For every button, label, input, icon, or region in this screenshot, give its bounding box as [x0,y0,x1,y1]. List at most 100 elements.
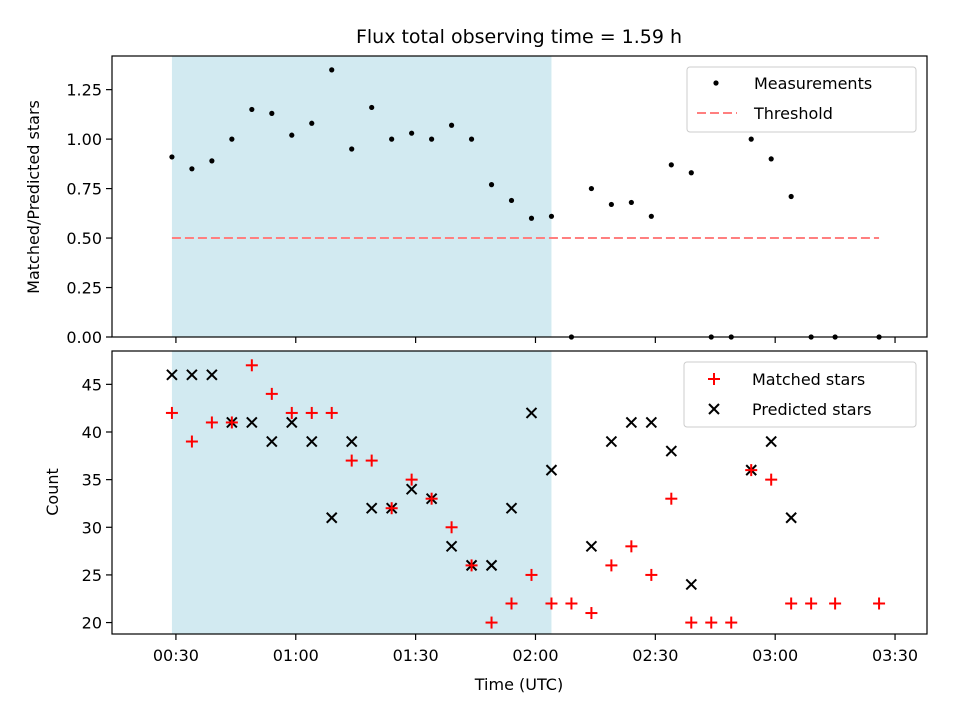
matched-point [805,597,818,610]
matched-point [425,492,438,505]
top-y-tick-label: 0.25 [66,279,102,298]
top-panel: 0.00 0.25 0.50 0.75 1.00 1.25 Matched/Predict… [24,55,928,347]
predicted-point [585,540,598,553]
predicted-point [445,540,458,553]
predicted-point [166,369,178,381]
measurement-point [788,193,794,200]
measurement-point [588,185,595,192]
predicted-point [365,502,378,514]
matched-point [829,597,842,610]
x-axis-label: Time (UTC) [474,675,563,694]
x-tick-label: 02:00 [512,646,558,665]
matched-point [545,597,558,610]
predicted-point [405,483,418,495]
matched-point [245,359,258,372]
matched-point [465,559,478,572]
bottom-legend-box [683,361,917,428]
legend-measurements-marker [713,80,719,86]
measurement-point [169,154,175,160]
predicted-point [645,416,658,429]
bottom-y-axis-label: Count [43,468,62,516]
bottom-y-tick-label: 35 [82,471,102,490]
predicted-point [485,559,498,572]
matched-point [265,387,278,400]
legend-threshold-label: Threshold [753,104,833,123]
matched-point [745,464,758,477]
matched-point [625,540,638,553]
matched-point [665,492,678,505]
bottom-y-tick-label: 25 [82,566,102,585]
predicted-point [206,369,218,381]
predicted-point [505,502,518,514]
x-tick-label: 01:30 [393,646,439,665]
matched-point [565,597,578,610]
top-axes-frame [111,55,928,338]
predicted-point [306,435,318,448]
measurement-point [429,136,435,142]
legend-measurements-label: Measurements [754,74,872,93]
matched-point [185,435,198,448]
top-legend-box [686,66,917,133]
x-tick-label: 02:30 [632,646,678,665]
measurement-point [389,136,395,142]
predicted-point [665,445,678,457]
top-shaded-region [171,56,552,337]
matched-point [605,559,618,572]
matched-point [485,616,498,629]
matched-point [365,454,378,467]
top-y-tick-label: 0.00 [66,328,102,347]
measurement-point [209,158,215,164]
measurement-point [748,136,754,142]
predicted-point [326,512,338,524]
x-tick-label: 03:00 [752,646,798,665]
predicted-point [765,435,777,448]
matched-point [505,597,518,610]
predicted-point [685,578,697,591]
top-legend: Measurements Threshold [686,66,917,133]
matched-point [585,607,598,620]
legend-matched-marker [708,373,720,385]
matched-point [765,473,778,486]
predicted-point [545,464,558,476]
matched-point [405,473,418,486]
top-y-tick-label: 1.25 [66,81,102,100]
matched-point [873,597,886,610]
predicted-point [605,435,618,448]
matched-point [165,406,178,419]
measurement-point [688,170,694,176]
measurement-point [329,67,335,73]
x-tick-label: 01:00 [273,646,319,665]
matched-point [385,502,398,515]
measurement-point [468,136,475,142]
measurement-point [528,215,535,221]
x-tick-label: 03:30 [872,646,918,665]
predicted-point [345,435,358,448]
measurement-point [488,182,495,188]
measurement-point [409,130,415,136]
bottom-axes-frame [111,350,928,635]
bottom-y-tick-label: 30 [82,518,102,537]
top-y-tick-label: 0.50 [66,229,102,248]
measurement-point [768,156,774,162]
measurement-point [668,162,674,168]
predicted-point [785,512,797,524]
bottom-panel: 20 25 30 35 40 45 00:30 01:00 01:30 02:00 02:30 03… [43,350,928,694]
matched-point [725,616,738,629]
measurement-point [349,146,355,152]
bottom-y-tick-label: 45 [82,375,102,394]
legend-predicted-marker [708,403,720,415]
matched-point [225,416,238,429]
measurement-point [508,197,515,204]
predicted-point [625,416,638,429]
matched-point [285,406,298,419]
matched-point [525,568,538,581]
matched-point [445,521,458,534]
x-tick-label: 00:30 [153,646,199,665]
matched-point [685,616,698,629]
bottom-y-tick-label: 40 [82,423,102,442]
matched-point [645,568,658,581]
measurement-point [249,106,255,113]
predicted-point [525,407,538,419]
matched-point [785,597,798,610]
